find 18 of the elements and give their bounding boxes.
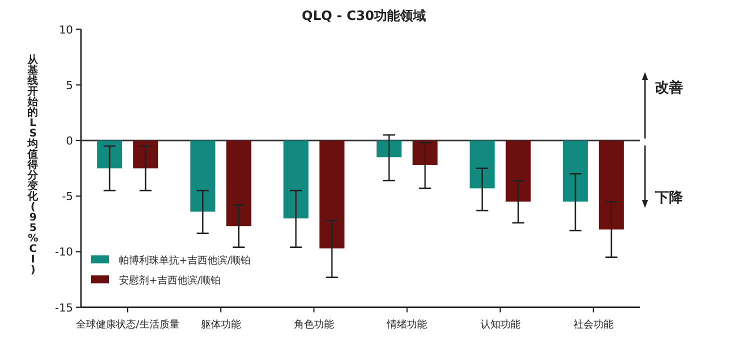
y-tick-label: 10	[59, 23, 73, 36]
y-tick-label: -10	[55, 246, 73, 259]
x-tick-label: 躯体功能	[200, 318, 241, 330]
x-tick-label: 情绪功能	[386, 318, 428, 330]
y-tick-label: 5	[66, 78, 73, 92]
chart-title: QLQ - C30功能领域	[302, 8, 426, 24]
x-tick-label: 认知功能	[480, 318, 520, 330]
y-tick-label: -15	[55, 301, 73, 314]
y-tick-label: -5	[62, 190, 73, 204]
text: 从基线开始的LS均值得分变化(95%CI)	[28, 54, 38, 276]
legend-label: 安慰剂+吉西他滨/顺铂	[119, 274, 221, 286]
x-tick-label: 角色功能	[294, 318, 334, 330]
x-tick-label: 社会功能	[573, 318, 614, 330]
legend-label: 帕博利珠单抗+吉西他滨/顺铂	[119, 254, 251, 266]
text: 下降	[654, 190, 684, 206]
text: 改善	[655, 79, 683, 96]
x-tick-label: 全球健康状态/生活质量	[76, 318, 180, 330]
y-tick-label: 0	[66, 134, 73, 148]
